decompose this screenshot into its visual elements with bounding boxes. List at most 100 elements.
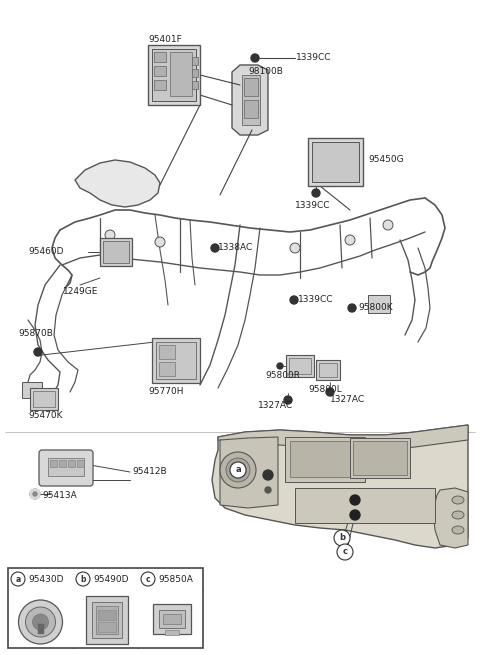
Text: 95800K: 95800K: [358, 303, 393, 312]
Bar: [295, 488, 435, 523]
Bar: [289, 358, 311, 374]
Bar: [77, 460, 84, 467]
Text: 95430D: 95430D: [28, 574, 63, 584]
Bar: [85, 596, 128, 644]
Circle shape: [290, 296, 298, 304]
Ellipse shape: [452, 496, 464, 504]
Bar: [316, 360, 340, 380]
Circle shape: [337, 544, 353, 560]
Bar: [163, 614, 180, 624]
Bar: [244, 78, 258, 96]
Polygon shape: [75, 160, 160, 207]
Circle shape: [350, 510, 360, 520]
Circle shape: [30, 489, 40, 499]
Text: 1327AC: 1327AC: [330, 396, 365, 405]
Bar: [165, 630, 179, 635]
Bar: [148, 45, 200, 105]
Bar: [192, 81, 198, 89]
Bar: [22, 382, 42, 398]
Circle shape: [155, 237, 165, 247]
Text: 95412B: 95412B: [132, 468, 167, 476]
Bar: [319, 363, 337, 377]
Circle shape: [211, 244, 219, 252]
Bar: [154, 66, 166, 76]
Polygon shape: [433, 488, 468, 548]
Circle shape: [30, 489, 40, 499]
Bar: [244, 100, 258, 118]
Bar: [242, 75, 260, 125]
Polygon shape: [212, 425, 468, 548]
Circle shape: [33, 492, 37, 496]
Text: 1339CC: 1339CC: [298, 295, 334, 305]
Text: b: b: [80, 574, 86, 584]
Text: 1327AC: 1327AC: [258, 402, 293, 411]
Circle shape: [11, 572, 25, 586]
Text: 1249GE: 1249GE: [63, 288, 98, 297]
Text: a: a: [15, 574, 21, 584]
Polygon shape: [220, 437, 278, 508]
Circle shape: [290, 243, 300, 253]
Bar: [156, 342, 196, 379]
Bar: [154, 52, 166, 62]
FancyBboxPatch shape: [39, 450, 93, 486]
Text: 95850A: 95850A: [158, 574, 193, 584]
Text: 95490D: 95490D: [93, 574, 129, 584]
Circle shape: [383, 220, 393, 230]
Circle shape: [263, 470, 273, 480]
Text: 1339CC: 1339CC: [295, 200, 331, 210]
Bar: [68, 460, 75, 467]
Circle shape: [226, 458, 250, 482]
Bar: [33, 391, 55, 407]
Ellipse shape: [25, 607, 56, 637]
Bar: [192, 69, 198, 77]
Bar: [100, 238, 132, 266]
Text: a: a: [235, 466, 241, 474]
Bar: [159, 345, 175, 359]
Circle shape: [350, 495, 360, 505]
Bar: [48, 458, 84, 476]
Circle shape: [345, 235, 355, 245]
Bar: [97, 622, 116, 632]
Circle shape: [141, 572, 155, 586]
Ellipse shape: [33, 614, 48, 630]
Ellipse shape: [452, 526, 464, 534]
Circle shape: [105, 230, 115, 240]
Circle shape: [348, 304, 356, 312]
Text: c: c: [146, 574, 150, 584]
Circle shape: [334, 530, 350, 546]
Bar: [96, 606, 118, 634]
Text: 95800R: 95800R: [265, 371, 300, 381]
Text: b: b: [339, 534, 345, 542]
Bar: [152, 338, 200, 383]
Bar: [59, 460, 66, 467]
Bar: [153, 604, 191, 634]
Text: 95770H: 95770H: [148, 388, 183, 396]
Bar: [154, 80, 166, 90]
Bar: [158, 610, 184, 628]
Text: 1339CC: 1339CC: [296, 54, 332, 62]
Text: 95470K: 95470K: [28, 411, 62, 421]
Circle shape: [277, 363, 283, 369]
Ellipse shape: [19, 600, 62, 644]
Polygon shape: [218, 425, 468, 450]
Bar: [159, 362, 175, 376]
Bar: [30, 388, 58, 410]
Text: 95413A: 95413A: [42, 491, 77, 500]
Text: 1338AC: 1338AC: [218, 244, 253, 252]
Text: 95401F: 95401F: [148, 35, 182, 45]
Bar: [308, 138, 363, 186]
Circle shape: [34, 348, 42, 356]
Bar: [170, 52, 192, 96]
Text: 95870B: 95870B: [18, 329, 53, 337]
Bar: [353, 441, 407, 475]
Bar: [192, 57, 198, 65]
Text: 98100B: 98100B: [248, 67, 283, 77]
Circle shape: [76, 572, 90, 586]
Ellipse shape: [452, 511, 464, 519]
Text: c: c: [343, 548, 348, 557]
Circle shape: [326, 388, 334, 396]
Bar: [92, 602, 121, 638]
Circle shape: [312, 189, 320, 197]
Bar: [286, 355, 314, 377]
Bar: [103, 241, 129, 263]
